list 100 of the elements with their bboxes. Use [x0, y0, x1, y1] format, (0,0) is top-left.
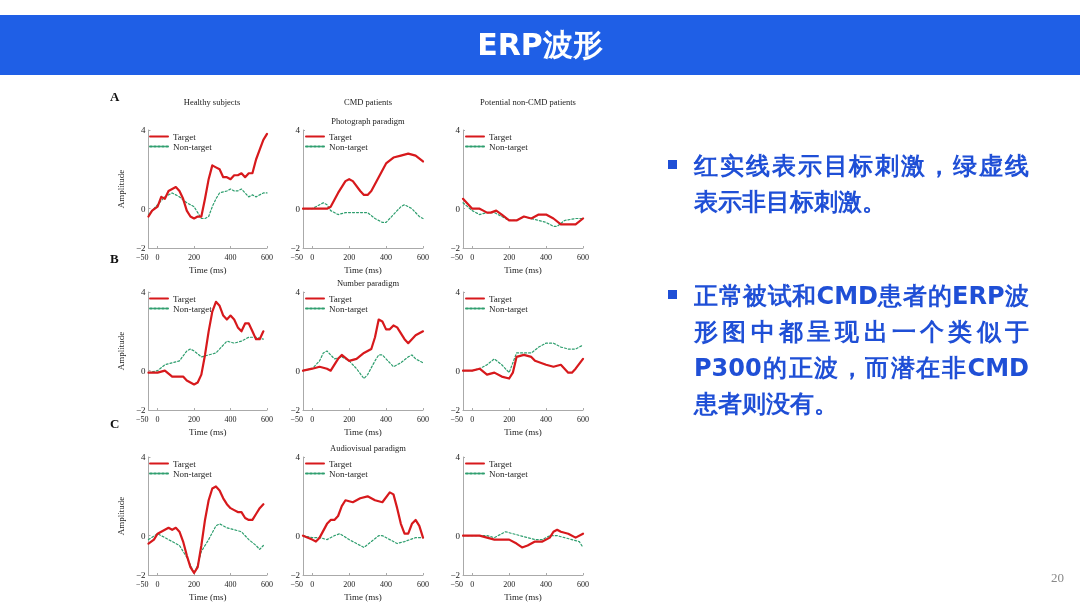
text: B — [110, 251, 119, 266]
text: 红实线表示目标刺激，绿虚线表示非目标刺激。 — [694, 151, 1029, 218]
x-tick-label: −50 — [135, 252, 149, 262]
x-tick-label: 0 — [470, 414, 475, 424]
text: A — [110, 89, 120, 104]
legend-label: Target — [489, 458, 513, 469]
x-tick-label: 600 — [417, 579, 429, 589]
y-tick-label: −2 — [290, 570, 300, 580]
x-tick-label: 0 — [155, 414, 160, 424]
x-axis-title: Time (ms) — [504, 592, 542, 603]
y-tick-label: −2 — [450, 570, 460, 580]
x-tick-label: 200 — [503, 579, 516, 589]
x-tick-label: 600 — [417, 414, 429, 424]
x-axis-title: Time (ms) — [504, 265, 542, 276]
y-axis-title: Amplitude — [115, 496, 126, 536]
y-tick-label: 4 — [455, 452, 461, 462]
x-tick-label: 400 — [224, 414, 237, 424]
x-axis-title: Time (ms) — [344, 265, 382, 276]
line-series — [461, 353, 585, 380]
x-tick-label: 0 — [155, 579, 160, 589]
legend-label: Non-target — [329, 141, 369, 152]
x-tick-label: 200 — [503, 252, 516, 262]
x-tick-label: 600 — [577, 252, 589, 262]
legend-label: Target — [489, 293, 513, 304]
line-series — [301, 318, 425, 372]
legend-label: Non-target — [489, 468, 529, 479]
chart-title: Healthy subjects — [183, 96, 241, 107]
x-tick-label: 400 — [224, 579, 237, 589]
x-axis-title: Time (ms) — [504, 427, 542, 438]
x-tick-label: −50 — [450, 252, 463, 262]
line-series — [301, 152, 425, 210]
text: 正常被试和CMD患者的ERP波形图中都呈现出一个类似于P300的正波，而潜在非CMD患者则没有。 — [694, 281, 1029, 420]
x-tick-label: −50 — [290, 414, 303, 424]
x-tick-label: 0 — [310, 579, 315, 589]
y-tick-label: 4 — [140, 287, 146, 297]
y-tick-label: −2 — [290, 243, 300, 253]
y-tick-label: 4 — [140, 125, 146, 135]
x-axis-title: Time (ms) — [189, 427, 227, 438]
chart-subtitle: Number paradigm — [336, 277, 400, 288]
y-axis-title: Amplitude — [115, 169, 126, 209]
y-tick-label: 4 — [455, 287, 461, 297]
x-tick-label: 200 — [503, 414, 516, 424]
x-tick-label: 200 — [343, 252, 356, 262]
x-tick-label: 600 — [261, 252, 273, 262]
x-tick-label: 0 — [470, 252, 475, 262]
x-axis-title: Time (ms) — [344, 592, 382, 603]
x-tick-label: 400 — [224, 252, 237, 262]
y-tick-label: 0 — [295, 203, 301, 214]
line-series — [147, 132, 269, 220]
legend-label: Target — [329, 131, 353, 142]
x-tick-label: 600 — [577, 579, 589, 589]
chart-subtitle: Audiovisual paradigm — [330, 442, 407, 453]
legend-label: Non-target — [173, 141, 213, 152]
y-tick-label: −2 — [450, 243, 460, 253]
text: 20 — [1051, 570, 1064, 586]
x-tick-label: 400 — [540, 414, 553, 424]
x-tick-label: 0 — [470, 579, 475, 589]
y-axis-title: Amplitude — [115, 331, 126, 371]
x-tick-label: 200 — [188, 579, 201, 589]
x-tick-label: 0 — [310, 414, 315, 424]
y-tick-label: 0 — [295, 365, 301, 376]
x-tick-label: 200 — [188, 414, 201, 424]
chart-title: CMD patients — [344, 96, 392, 107]
x-tick-label: −50 — [450, 414, 463, 424]
y-tick-label: 4 — [140, 452, 146, 462]
x-axis-title: Time (ms) — [344, 427, 382, 438]
legend-label: Target — [489, 131, 513, 142]
y-tick-label: 0 — [455, 203, 461, 214]
legend-label: Non-target — [489, 303, 529, 314]
y-tick-label: 4 — [295, 125, 301, 135]
text: ERP波形 — [477, 25, 603, 64]
x-tick-label: −50 — [450, 579, 463, 589]
x-tick-label: 400 — [380, 579, 393, 589]
x-tick-label: 0 — [155, 252, 160, 262]
x-tick-label: −50 — [135, 414, 149, 424]
y-tick-label: 4 — [295, 452, 301, 462]
chart-subtitle: Photograph paradigm — [331, 115, 406, 126]
y-tick-label: −2 — [135, 570, 146, 580]
legend-label: Target — [173, 458, 197, 469]
y-tick-label: 0 — [455, 530, 461, 541]
legend-label: Target — [329, 293, 353, 304]
y-tick-label: 0 — [455, 365, 461, 376]
legend-label: Non-target — [173, 303, 213, 314]
x-tick-label: 200 — [343, 579, 356, 589]
legend-label: Non-target — [329, 303, 369, 314]
x-tick-label: 600 — [261, 414, 273, 424]
line-series — [301, 491, 425, 543]
y-tick-label: 4 — [455, 125, 461, 135]
line-series — [461, 197, 585, 226]
text: C — [110, 416, 120, 431]
y-tick-label: −2 — [135, 405, 146, 415]
x-axis-title: Time (ms) — [189, 265, 227, 276]
x-tick-label: −50 — [290, 579, 303, 589]
y-tick-label: −2 — [450, 405, 460, 415]
x-tick-label: 400 — [540, 579, 553, 589]
x-tick-label: 0 — [310, 252, 315, 262]
y-tick-label: 0 — [140, 365, 146, 376]
y-tick-label: 4 — [295, 287, 301, 297]
x-tick-label: 400 — [380, 414, 393, 424]
x-axis-title: Time (ms) — [189, 592, 227, 603]
